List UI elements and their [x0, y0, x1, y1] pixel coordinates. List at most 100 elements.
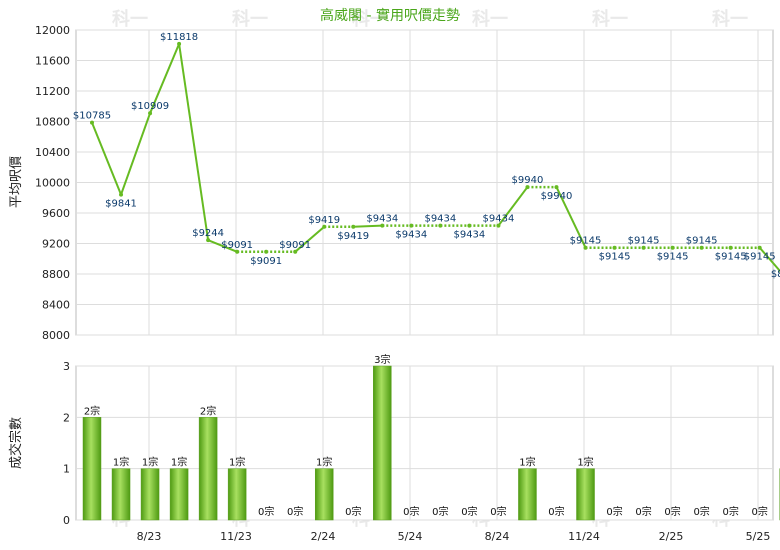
- watermark-text: 科一: [712, 8, 748, 30]
- volume-bar: [576, 468, 595, 521]
- price-data-label: $9145: [570, 236, 602, 247]
- price-point: [583, 245, 588, 250]
- price-y-tick-label: 11600: [35, 55, 70, 68]
- volume-data-label: 0宗: [752, 505, 768, 518]
- volume-data-label: 0宗: [635, 505, 651, 518]
- volume-data-label: 2宗: [84, 404, 100, 417]
- price-line-segment: [555, 186, 587, 249]
- volume-y-tick-label: 0: [63, 514, 70, 527]
- price-y-tick-label: 10400: [35, 146, 70, 159]
- price-data-label: $9091: [279, 240, 311, 251]
- volume-data-label: 2宗: [200, 404, 216, 417]
- price-data-label: $9244: [192, 228, 224, 239]
- volume-bar: [198, 417, 218, 521]
- price-data-label: $9145: [599, 252, 631, 263]
- price-point: [119, 192, 124, 197]
- volume-y-ticks: 0 1 2 3: [63, 360, 70, 527]
- x-tick-label: 5/25: [746, 530, 771, 543]
- price-y-tick-label: 10000: [35, 177, 70, 190]
- volume-bar: [111, 468, 131, 521]
- x-tick-label: 11/24: [568, 530, 600, 543]
- volume-labels: 2宗 1宗 1宗 1宗 2宗 1宗 0宗 0宗 1宗 0宗 3宗 0宗 0宗 0宗 0宗 1宗 0宗 1宗 0宗 0宗…: [84, 353, 768, 518]
- price-data-label: $10785: [73, 111, 111, 122]
- price-line-segment: [294, 226, 325, 253]
- price-y-tick-label: 8800: [42, 268, 70, 281]
- price-data-label: $9841: [105, 199, 137, 210]
- volume-bar: [227, 468, 247, 521]
- volume-data-label: 0宗: [664, 505, 680, 518]
- price-data-label: $9434: [453, 230, 485, 241]
- price-line-segment: [120, 112, 152, 195]
- price-point: [554, 185, 559, 190]
- x-tick-label: 2/25: [659, 530, 684, 543]
- price-point: [322, 224, 327, 229]
- price-y-tick-label: 9600: [42, 207, 70, 220]
- price-line-segment: [497, 186, 529, 227]
- price-point: [148, 111, 153, 116]
- price-data-label: $9145: [628, 236, 660, 247]
- price-data-label: $9145: [715, 252, 747, 263]
- price-point: [728, 245, 733, 250]
- price-line: [91, 43, 780, 273]
- volume-data-label: 0宗: [403, 505, 419, 518]
- x-tick-label: 8/24: [485, 530, 510, 543]
- watermark-text: 科一: [472, 8, 508, 30]
- price-point: [90, 120, 94, 125]
- price-y-tick-label: 8000: [42, 329, 70, 342]
- volume-data-label: 0宗: [432, 505, 448, 518]
- volume-data-label: 0宗: [461, 505, 477, 518]
- volume-data-label: 0宗: [287, 505, 303, 518]
- price-point: [351, 224, 356, 229]
- price-point: [525, 185, 530, 190]
- volume-bar: [140, 468, 160, 521]
- volume-plot-area: [75, 365, 774, 521]
- volume-data-label: 1宗: [113, 456, 129, 469]
- watermark-text: 科一: [352, 8, 388, 30]
- price-y-tick-label: 10800: [35, 116, 70, 129]
- price-line-segment: [353, 224, 383, 228]
- price-point: [206, 238, 211, 243]
- price-point: [235, 249, 240, 254]
- price-point: [409, 223, 414, 228]
- price-data-label: $9145: [744, 252, 776, 263]
- volume-bar: [82, 417, 102, 521]
- volume-data-label: 0宗: [722, 505, 738, 518]
- price-data-label: $9145: [686, 236, 718, 247]
- volume-bar: [169, 468, 189, 521]
- price-data-label: $9091: [221, 240, 253, 251]
- x-ticks: 8/23 11/23 2/24 5/24 8/24 11/24 2/25 5/25: [137, 530, 771, 543]
- price-labels: $10785$9841$10909$11818$9244$9091$9091$9…: [73, 32, 780, 280]
- price-point: [264, 249, 269, 254]
- price-point: [380, 223, 385, 228]
- price-point: [177, 41, 182, 46]
- volume-y-tick-label: 3: [63, 360, 70, 373]
- price-data-label: $9434: [395, 230, 427, 241]
- x-tick-label: 8/23: [137, 530, 162, 543]
- price-point: [699, 245, 704, 250]
- watermark-text: 科一: [592, 8, 628, 30]
- x-tick-label: 2/24: [311, 530, 336, 543]
- volume-bar: [518, 468, 537, 521]
- price-data-label: $11818: [160, 32, 198, 43]
- price-data-label: $9434: [424, 214, 456, 225]
- volume-data-label: 1宗: [171, 456, 187, 469]
- price-y-tick-label: 11200: [35, 85, 70, 98]
- volume-data-label: 1宗: [316, 456, 332, 469]
- volume-data-label: 1宗: [229, 456, 245, 469]
- price-data-label: $9419: [308, 215, 340, 226]
- volume-data-label: 1宗: [142, 456, 158, 469]
- price-y-tick-label: 12000: [35, 24, 70, 37]
- chart-title: 高威閣 - 實用呎價走勢: [320, 7, 460, 24]
- price-y-axis-label: 平均呎價: [9, 156, 24, 208]
- price-y-ticks: 8000 8400 8800 9200 9600 10000 10400 10800 11200…: [35, 24, 70, 342]
- price-data-label: $9145: [657, 252, 689, 263]
- price-line-segment: [91, 122, 122, 195]
- watermark-text: 科一: [232, 8, 268, 30]
- x-tick-label: 11/23: [220, 530, 252, 543]
- price-points: [90, 41, 762, 254]
- price-data-label: $8708: [771, 269, 780, 280]
- price-point: [438, 223, 443, 228]
- volume-data-label: 0宗: [258, 505, 274, 518]
